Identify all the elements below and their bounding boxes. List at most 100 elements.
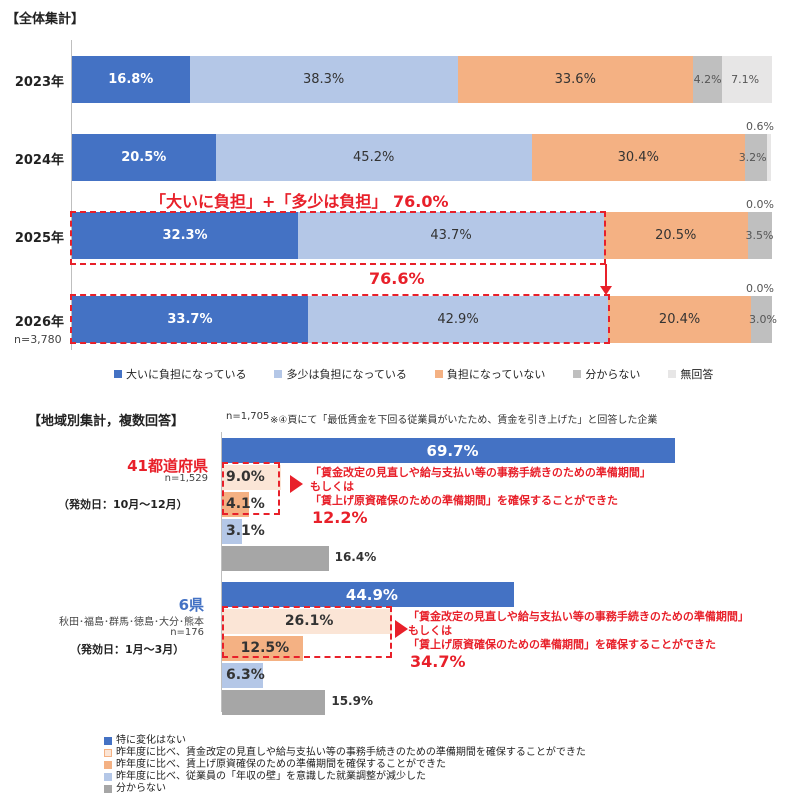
legend-item-none: 負担になっていない (434, 366, 545, 382)
bar-wall-adjust (222, 519, 243, 544)
category-axis-line (221, 432, 222, 712)
bar-value-admin-prep: 26.1% (284, 613, 334, 629)
legend-row-cost-prep: 昨年度に比べ、賃上げ原資確保のための準備期間を確保することができた (104, 759, 586, 771)
data-label-heavy: 20.5% (121, 150, 167, 165)
bar-segment-heavy (72, 212, 299, 259)
legend-swatch (573, 370, 582, 378)
bar-cost-prep (222, 492, 249, 517)
group-sub-6: 秋田･福島･群馬･徳島･大分･熊本 (59, 617, 204, 628)
bar-segment-noanswer (722, 56, 772, 103)
group-n-41: n=1,529 (164, 473, 208, 484)
year-label: 2024年 (14, 152, 64, 168)
overall-section-title: 【全体集計】 (6, 12, 85, 27)
legend-swatch (274, 370, 283, 378)
bar-segment-heavy (72, 134, 216, 181)
bar-segment-none (604, 212, 748, 259)
data-label-heavy: 32.3% (162, 228, 208, 243)
bar-segment-unknown (747, 212, 772, 259)
data-label-some: 38.3% (302, 72, 345, 87)
data-label-none: 20.4% (658, 312, 701, 327)
data-label-unknown: 4.2% (693, 72, 722, 86)
highlight-box-41 (222, 462, 280, 515)
bar-segment-heavy (72, 296, 308, 343)
callout-41: 「賃金改定の見直しや給与支払い等の事務手続きのための準備期間」 もしくは 「賃上… (310, 466, 651, 528)
data-label-none: 33.6% (554, 72, 596, 87)
bar-segment-some (215, 134, 532, 181)
group-name-6: 6県 (178, 596, 204, 614)
legend-item-some: 多少は負担になっている (274, 366, 407, 382)
group-period-41: （発効日：10月～12月） (58, 498, 188, 511)
bar-dk (222, 546, 329, 571)
bar-dk (222, 690, 326, 715)
callout-6-line1: 「賃金改定の見直しや給与支払い等の事務手続きのための準備期間」 (408, 610, 749, 623)
bar-segment-none (457, 56, 693, 103)
group-name-41: 41都道府県 (127, 457, 208, 475)
callout-41-line1: 「賃金改定の見直しや給与支払い等の事務手続きのための準備期間」 (310, 466, 651, 479)
data-label-noanswer: 0.6% (746, 120, 774, 133)
regional-section-title: 【地域別集計，複数回答】 (28, 414, 185, 429)
bar-segment-some (189, 56, 458, 103)
callout-41-line2: もしくは (310, 480, 354, 493)
legend-swatch (104, 785, 112, 793)
bar-value-no-change: 44.9% (345, 586, 398, 604)
data-label-some: 45.2% (353, 150, 395, 165)
bar-value-cost-prep: 4.1% (226, 496, 265, 512)
highlight-box-2025 (70, 211, 606, 265)
regional-note: ※④頁にて「最低賃金を下回る従業員がいたため、賃金を引き上げた」と回答した企業 (270, 415, 658, 426)
arrow-6 (395, 620, 408, 638)
data-label-noanswer: 0.0% (746, 198, 774, 211)
callout-41-total: 12.2% (312, 508, 368, 527)
legend-swatch (104, 737, 112, 745)
year-label: 2026年 (14, 314, 64, 330)
bar-value-wall-adjust: 3.1% (226, 523, 265, 539)
data-label-noanswer: 7.1% (731, 72, 760, 86)
legend-swatch (104, 749, 112, 757)
legend-row-dk: 分からない (104, 783, 586, 795)
legend-row-no-change: 特に変化はない (104, 735, 586, 747)
bar-segment-unknown (744, 134, 768, 181)
stack-axis-line (71, 40, 72, 350)
bar-segment-heavy (72, 56, 190, 103)
connector-arrow (600, 264, 612, 295)
data-label-noanswer: 0.0% (746, 282, 774, 295)
callout-6-line2: もしくは (408, 624, 452, 637)
year-label: 2025年 (14, 230, 64, 246)
bar-admin-prep (222, 609, 392, 634)
arrow-41 (290, 475, 303, 493)
bar-value-dk: 15.9% (331, 694, 373, 708)
group-period-6: （発効日：1月～3月） (70, 643, 185, 656)
bar-wall-adjust (222, 663, 263, 688)
grouped-legend: 特に変化はない 昨年度に比べ、賃金改定の見直しや給与支払い等の事務手続きのための… (104, 735, 586, 795)
legend-row-wall-adjust: 昨年度に比べ、従業員の「年収の壁」を意識した就業調整が減少した (104, 771, 586, 783)
bar-segment-unknown (692, 56, 723, 103)
overall-sample-size: n=3,780 (14, 333, 62, 346)
legend-swatch (114, 370, 122, 378)
legend-row-admin-prep: 昨年度に比べ、賃金改定の見直しや給与支払い等の事務手続きのための準備期間を確保す… (104, 747, 586, 759)
data-label-none: 20.5% (655, 228, 697, 243)
bar-segment-none (608, 296, 751, 343)
bar-admin-prep (222, 465, 281, 490)
legend-swatch (668, 370, 677, 378)
bar-no-change (222, 438, 676, 463)
callout-6: 「賃金改定の見直しや給与支払い等の事務手続きのための準備期間」 もしくは 「賃上… (408, 610, 749, 672)
bar-segment-some (298, 212, 604, 259)
bar-segment-unknown (751, 296, 772, 343)
callout-6-line3: 「賃上げ原資確保のための準備期間」を確保することができた (408, 638, 716, 651)
stacked-legend: 大いに負担になっている 多少は負担になっている 負担になっていない 分からない … (114, 366, 713, 382)
legend-swatch (434, 370, 443, 378)
bar-value-admin-prep: 9.0% (226, 469, 265, 485)
legend-swatch (104, 773, 112, 781)
data-label-some: 43.7% (430, 228, 472, 243)
data-label-some: 42.9% (437, 312, 479, 327)
bar-segment-some (307, 296, 609, 343)
highlight-box-2026 (70, 294, 610, 344)
bar-value-dk: 16.4% (334, 550, 377, 564)
group-n-6: n=176 (170, 627, 204, 638)
legend-item-heavy: 大いに負担になっている (114, 366, 246, 382)
bar-value-wall-adjust: 6.3% (226, 667, 265, 683)
bar-segment-none (531, 134, 745, 181)
callout-6-total: 34.7% (410, 652, 466, 671)
regional-sample-size: n=1,705 (226, 411, 270, 422)
bar-value-cost-prep: 12.5% (240, 640, 290, 656)
legend-item-unknown: 分からない (573, 366, 640, 382)
